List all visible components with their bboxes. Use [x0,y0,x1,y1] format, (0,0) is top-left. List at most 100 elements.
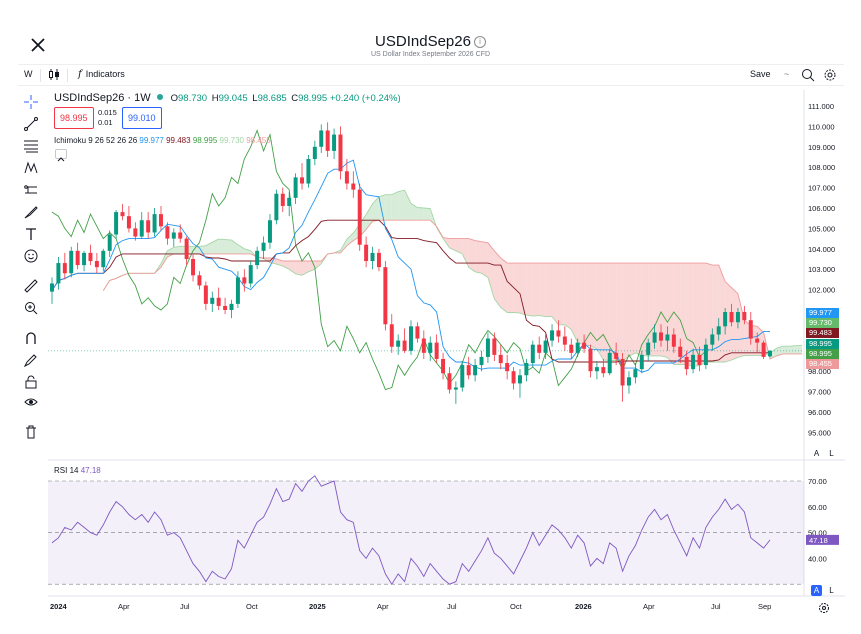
candle [88,252,93,262]
smiley-icon [24,249,38,263]
rsi-tick-label: 40.00 [808,554,827,563]
cloud-segment [686,263,694,367]
text-tool[interactable] [20,224,42,244]
trend-line-icon [24,117,38,131]
candle [383,267,388,325]
crosshair-icon [24,95,38,109]
measure-tool[interactable] [20,276,42,296]
hide-tool[interactable] [20,392,42,412]
candle [466,365,471,376]
candle [267,220,272,243]
stay-drawing-tool[interactable] [20,350,42,370]
candle [691,354,696,370]
ichimoku-value: 98.455 [246,136,271,145]
price-tick-label: 95.000 [808,428,831,437]
tenkan-line [51,159,770,373]
cloud-segment [423,208,431,221]
save-button[interactable]: Save [750,69,771,79]
emoji-tool[interactable] [20,246,42,266]
interval-button[interactable]: W [24,69,33,79]
cloud-segment [545,263,553,317]
candle [107,234,112,251]
brush-tool[interactable] [20,202,42,222]
candle [428,342,433,353]
fib-tool[interactable] [20,136,42,156]
trend-line-tool[interactable] [20,114,42,134]
pencil-lock-icon [24,354,37,367]
log-scale-button[interactable]: L [829,449,834,458]
candle [768,350,772,357]
ichimoku-legend[interactable]: Ichimoku 9 26 52 26 26 99.977 99.483 98.… [54,136,271,145]
cloud-segment [641,263,649,356]
rsi-log-scale-button[interactable]: L [829,586,834,595]
time-tick-label: Jul [447,602,457,611]
cloud-segment [718,265,726,363]
candle [652,332,657,343]
time-tick-label: Apr [118,602,130,611]
pattern-tool[interactable] [20,158,42,178]
cloud-segment [507,263,514,313]
projection-tool[interactable] [20,180,42,200]
candle [178,232,183,239]
candle [210,297,215,304]
info-icon[interactable]: i [473,36,486,48]
market-status-dot [156,94,163,100]
cloud-segment [622,263,629,361]
candle [389,324,394,347]
price-tick-label: 111.000 [808,102,834,111]
chikou-line [51,129,707,391]
buy-button[interactable]: 99.010 [122,107,162,129]
collapse-legend-button[interactable] [55,149,67,162]
snapshot-button[interactable] [801,68,815,84]
cloud-segment [218,239,226,254]
auto-scale-button[interactable]: A [813,449,820,458]
lock-icon [25,375,37,389]
candle [607,352,612,374]
indicators-button[interactable]: f Indicators [78,69,125,80]
lock-tool[interactable] [20,372,42,392]
candle [601,367,606,374]
cloud-segment [564,263,572,330]
indicators-label: Indicators [85,69,125,79]
candle [716,326,721,335]
candle [191,259,196,276]
rsi-pane[interactable]: 70.00 60.00 50.00 40.00 47.18 [48,475,839,586]
settings-button[interactable] [823,68,837,84]
price-tag: 98.455 [806,359,839,369]
cloud-segment [289,261,296,274]
time-settings-button[interactable] [818,601,830,619]
magnet-tool[interactable] [20,328,42,348]
rsi-legend[interactable]: RSI 14 47.18 [54,466,101,475]
candle [203,285,208,304]
zoom-tool[interactable] [20,298,42,318]
cloud-segment [584,263,591,346]
price-tick-label: 98.000 [808,367,831,376]
candle [62,263,67,274]
cloud-segment [513,263,520,314]
candle [594,367,599,372]
candle [543,340,548,353]
time-tick-label: 2025 [309,602,326,611]
cloud-segment [481,241,488,278]
rsi-tick-label: 70.00 [808,477,827,486]
candle-type-button[interactable] [48,68,60,83]
rsi-label: RSI [54,466,68,475]
candle [402,340,407,351]
cloud-segment [526,263,533,317]
price-scale[interactable]: 111.000 110.000 109.000 108.000 107.000 106.0… [808,102,835,437]
close-icon [31,38,45,52]
cloud-segment [737,293,745,358]
remove-tool[interactable] [20,422,42,442]
time-tick-label: Jul [711,602,721,611]
sell-button[interactable]: 98.995 [54,107,94,129]
cloud-segment [385,194,392,221]
candle [659,332,664,341]
close-button[interactable] [26,33,50,57]
rsi-auto-scale-button[interactable]: A [811,585,822,596]
save-dropdown[interactable]: ~ [784,69,790,79]
crosshair-tool[interactable] [20,92,42,112]
price-tag: 98.995 [806,348,839,359]
candle [460,365,465,388]
legend-symbol[interactable]: USDIndSep26 · 1W [54,92,151,104]
